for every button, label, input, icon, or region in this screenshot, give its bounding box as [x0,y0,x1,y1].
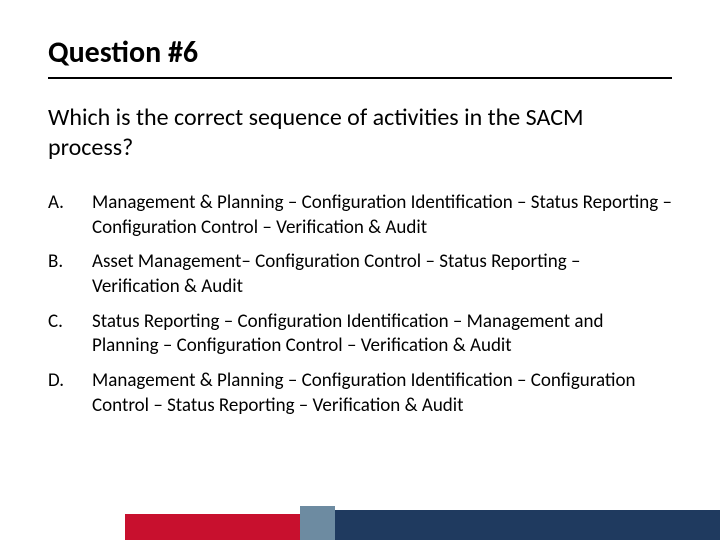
option-letter: D. [48,369,92,394]
option-d: D. Management & Planning – Configuration… [48,369,672,418]
title-underline [48,77,672,79]
option-text: Asset Management– Configuration Control … [92,250,672,299]
option-b: B. Asset Management– Configuration Contr… [48,250,672,299]
footer-bar-navy [335,510,720,540]
option-a: A. Management & Planning – Configuration… [48,191,672,240]
slide-title: Question #6 [48,36,672,69]
option-text: Management & Planning – Configuration Id… [92,369,672,418]
footer-accent-bars [0,498,720,540]
slide: Question #6 Which is the correct sequenc… [0,0,720,540]
option-c: C. Status Reporting – Configuration Iden… [48,310,672,359]
footer-bar-red [125,514,300,540]
option-letter: C. [48,310,92,335]
option-letter: B. [48,250,92,275]
footer-bar-slate [300,506,335,540]
option-text: Status Reporting – Configuration Identif… [92,310,672,359]
question-text: Which is the correct sequence of activit… [48,103,672,163]
option-letter: A. [48,191,92,216]
option-text: Management & Planning – Configuration Id… [92,191,672,240]
options-list: A. Management & Planning – Configuration… [48,191,672,419]
